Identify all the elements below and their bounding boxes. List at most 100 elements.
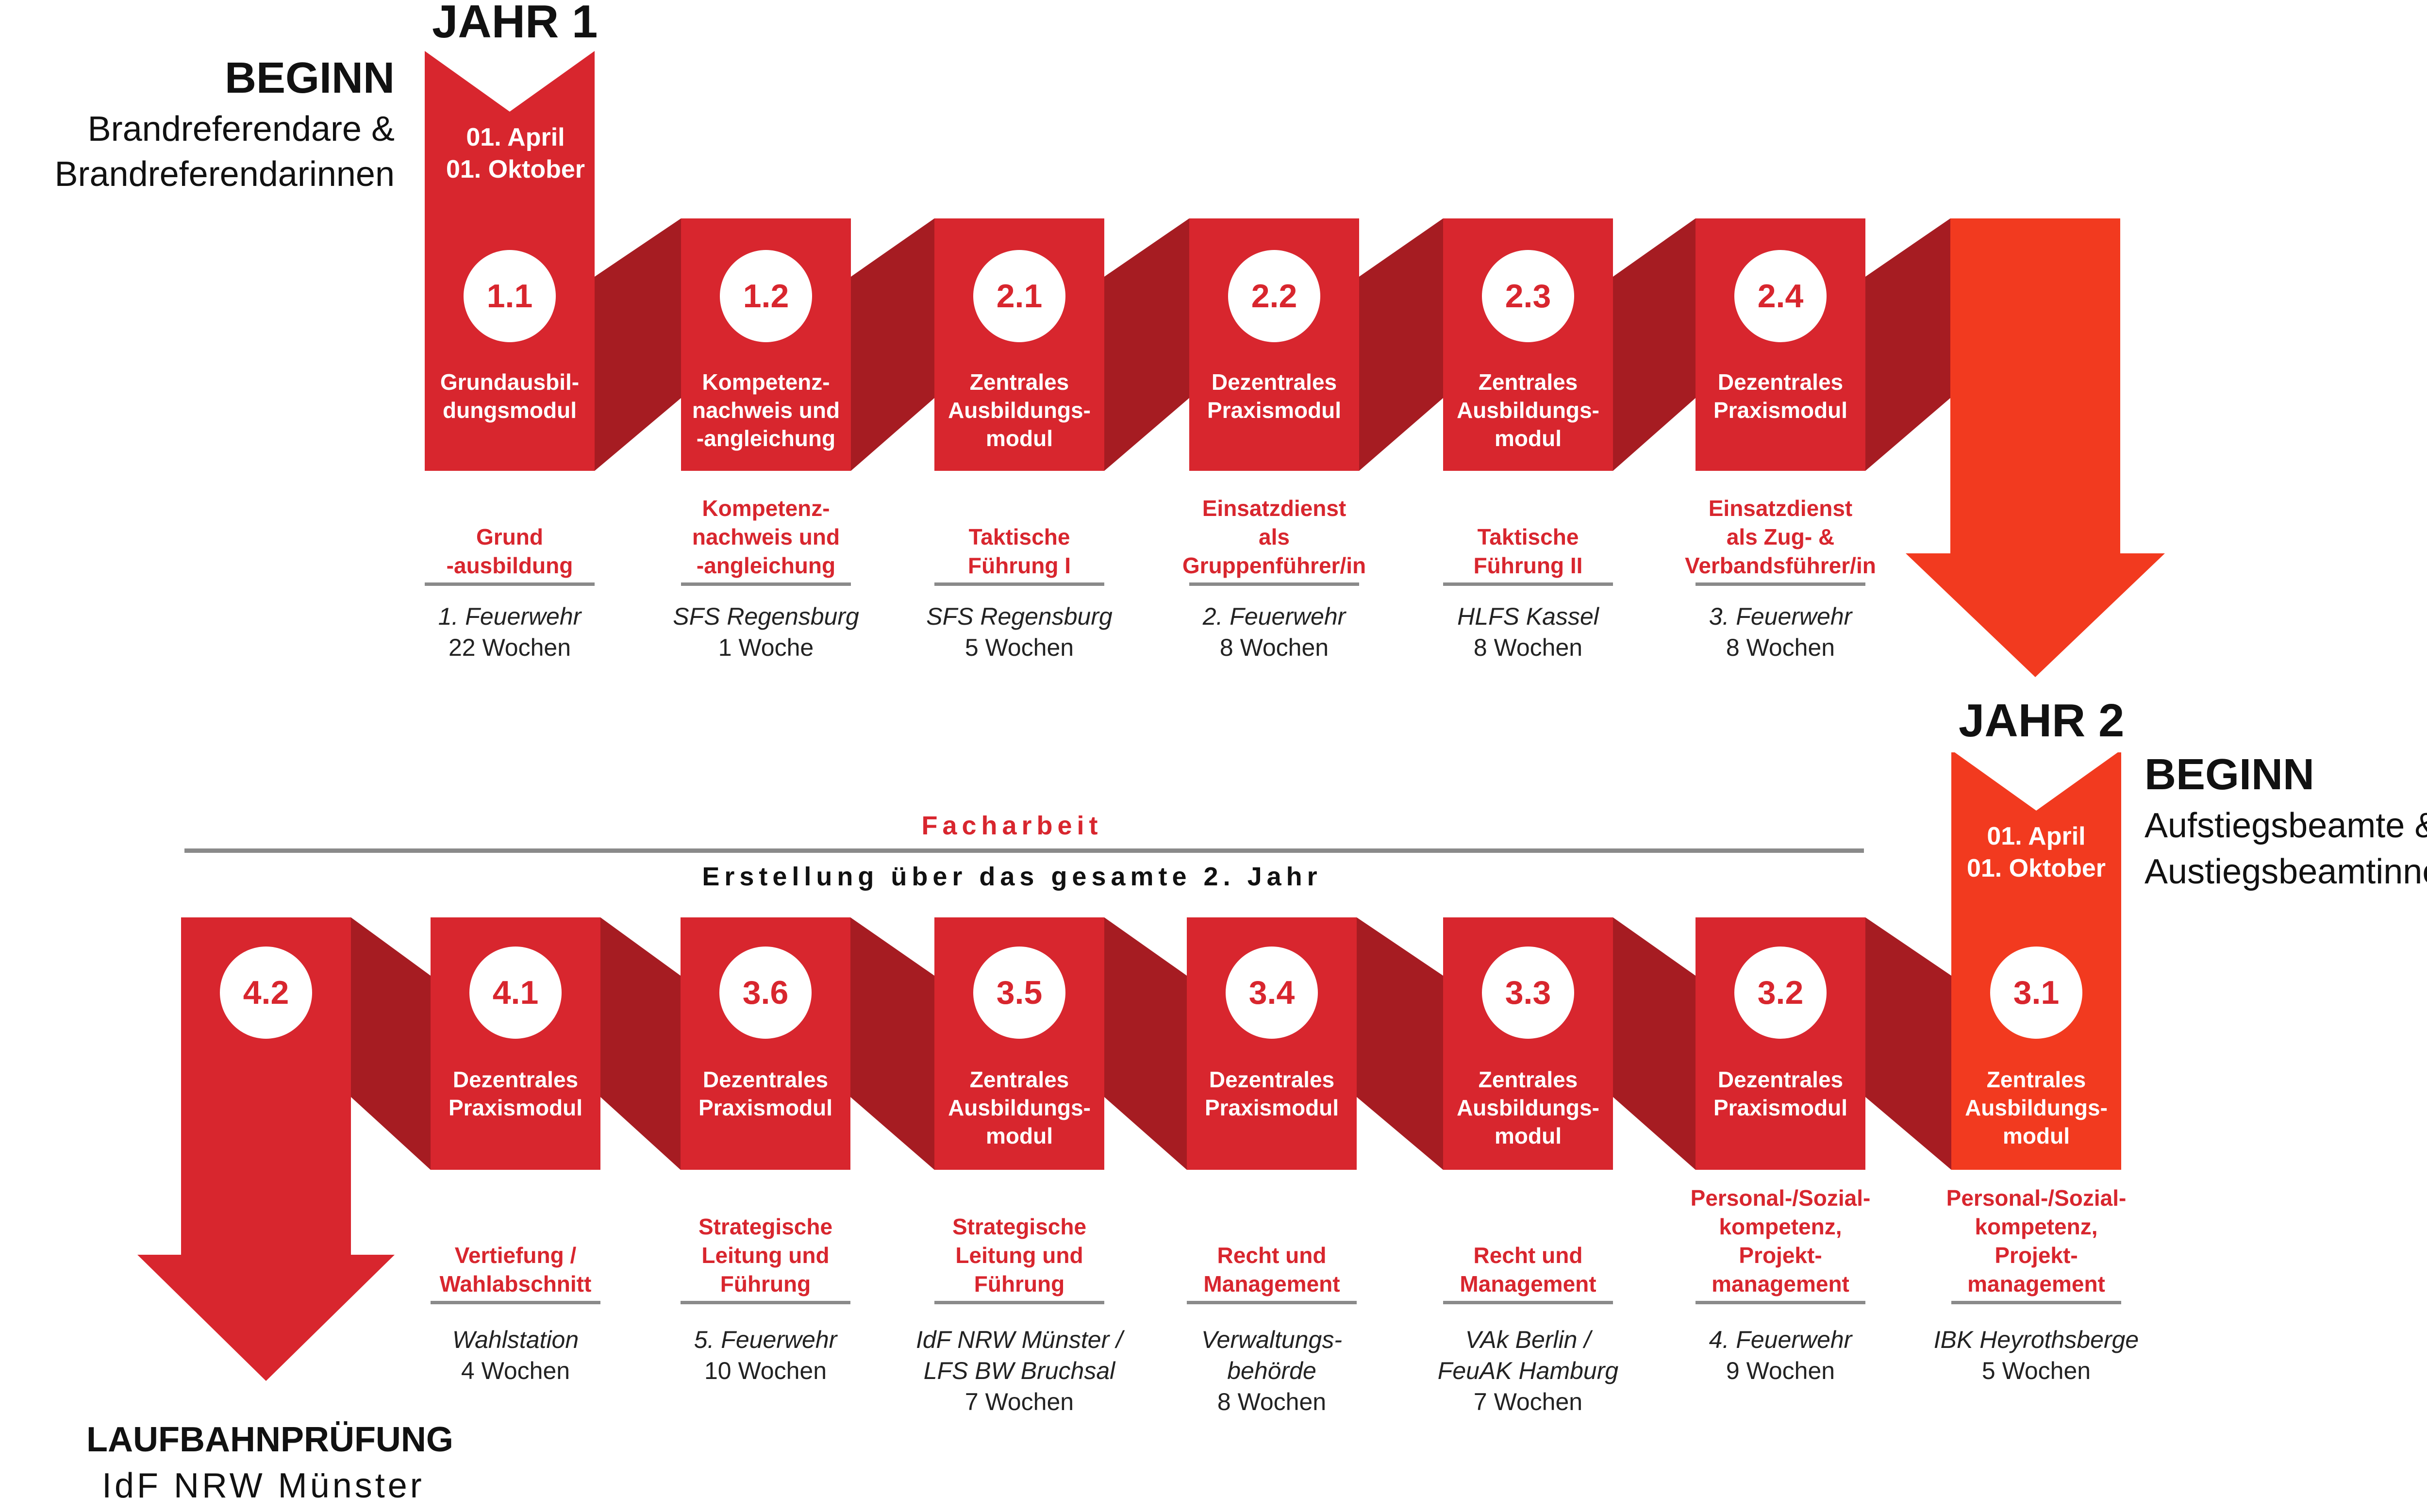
module-divider <box>1696 582 1865 586</box>
module-divider <box>1443 582 1613 586</box>
module-title-line: Ausbildungs- <box>1457 398 1599 423</box>
module-subject-line: kompetenz, <box>1719 1214 1842 1239</box>
module-subject-line: Einsatzdienst <box>1202 496 1346 521</box>
module-number-circle: 2.1 <box>973 250 1065 342</box>
module-title-line: Dezentrales <box>452 1067 579 1092</box>
module-location: 4. Feuerwehr <box>1709 1326 1852 1353</box>
module-number-circle: 3.6 <box>719 947 812 1039</box>
year2-date2: 01. Oktober <box>1966 854 2106 882</box>
module-location: SFS Regensburg <box>673 603 859 630</box>
module-duration: 7 Wochen <box>964 1388 1074 1415</box>
module-number-circle: 4.1 <box>469 947 562 1039</box>
module-title-line: Zentrales <box>969 1067 1069 1092</box>
module-subject-line: management <box>1967 1271 2105 1296</box>
module-location: SFS Regensburg <box>926 603 1113 630</box>
final-exam-title: LAUFBAHNPRÜFUNG <box>86 1420 453 1459</box>
module-title-line: nachweis und <box>692 398 840 423</box>
module-number-circle: 3.2 <box>1734 947 1827 1039</box>
module-subject-line: -angleichung <box>696 553 836 578</box>
module-location: IdF NRW Münster / <box>915 1326 1123 1353</box>
module-subject-line: Recht und <box>1473 1243 1583 1268</box>
year2-date1: 01. April <box>1987 822 2086 850</box>
module-divider <box>1187 1301 1357 1304</box>
module-title-line: Zentrales <box>1478 1067 1578 1092</box>
module-subject-line: Projekt- <box>1739 1243 1822 1268</box>
module-number-circle: 3.4 <box>1226 947 1318 1039</box>
module-subject-line: als <box>1259 524 1290 549</box>
module-subject-line: Management <box>1203 1271 1340 1296</box>
module-duration: 8 Wochen <box>1219 634 1329 661</box>
module-title-line: Dezentrales <box>1211 369 1337 395</box>
ribbon-fold <box>1865 218 1950 471</box>
module-title-line: -angleichung <box>696 426 836 451</box>
module-title-line: Ausbildungs- <box>1965 1095 2108 1120</box>
year1-begin-line1: Brandreferendare & <box>87 110 395 149</box>
facharbeit-title: Facharbeit <box>921 811 1103 840</box>
final-exam-location: IdF NRW Münster <box>102 1466 425 1505</box>
module-duration: 8 Wochen <box>1217 1388 1327 1415</box>
module-duration: 22 Wochen <box>448 634 571 661</box>
module-duration: 1 Woche <box>718 634 814 661</box>
module-subject-line: als Zug- & <box>1726 524 1835 549</box>
module-title-line: Praxismodul <box>698 1095 833 1120</box>
year1-date1: 01. April <box>466 123 565 151</box>
module-subject-line: Vertiefung / <box>454 1243 577 1268</box>
ribbon-fold <box>1865 917 1951 1170</box>
year2-begin-line2: Austiegsbeamtinnen <box>2144 852 2427 891</box>
module-location: 5. Feuerwehr <box>694 1326 837 1353</box>
module-title-line: modul <box>986 426 1053 451</box>
module-number-circle: 3.1 <box>1990 947 2082 1039</box>
module-subject-line: Recht und <box>1217 1243 1327 1268</box>
module-subject-line: Taktische <box>968 524 1070 549</box>
module-number-circle: 4.2 <box>220 947 312 1039</box>
module-subject-line: Führung II <box>1473 553 1583 578</box>
ribbon-fold <box>850 917 934 1170</box>
module-title-line: modul <box>1495 426 1562 451</box>
ribbon-fold <box>1613 917 1696 1170</box>
module-title-line: Ausbildungs- <box>1457 1095 1599 1120</box>
module-location: Wahlstation <box>452 1326 579 1353</box>
module-divider <box>425 582 595 586</box>
module-subject-line: Gruppenführer/in <box>1182 553 1366 578</box>
module-divider <box>1189 582 1359 586</box>
module-title-line: Praxismodul <box>1713 398 1848 423</box>
module-title-line: modul <box>1495 1123 1562 1148</box>
module-number-circle: 2.4 <box>1734 250 1827 342</box>
module-duration: 7 Wochen <box>1473 1388 1583 1415</box>
module-subject-line: Kompetenz- <box>702 496 830 521</box>
module-duration: 10 Wochen <box>704 1357 827 1384</box>
module-title-line: Zentrales <box>969 369 1069 395</box>
ribbon-fold <box>1104 218 1189 471</box>
module-location: IBK Heyrothsberge <box>1933 1326 2139 1353</box>
module-subject-line: Personal-/Sozial- <box>1690 1185 1871 1211</box>
module-title-line: Zentrales <box>1986 1067 2086 1092</box>
module-title-line: Praxismodul <box>1713 1095 1848 1120</box>
module-location: 3. Feuerwehr <box>1709 603 1852 630</box>
module-number-circle: 2.3 <box>1482 250 1574 342</box>
ribbon-fold <box>595 218 681 471</box>
module-title-line: Zentrales <box>1478 369 1578 395</box>
module-subject-line: Taktische <box>1477 524 1579 549</box>
module-subject-line: Strategische <box>952 1214 1087 1239</box>
module-location: Verwaltungs- <box>1201 1326 1342 1353</box>
module-subject-line: -ausbildung <box>446 553 573 578</box>
year2-begin-line1: Aufstiegsbeamte & <box>2144 806 2427 845</box>
module-duration: 5 Wochen <box>1981 1357 2091 1384</box>
transition-arrow <box>1906 218 2165 677</box>
module-location: VAk Berlin / <box>1465 1326 1591 1353</box>
module-subject-line: Grund <box>476 524 543 549</box>
module-subject-line: Projekt- <box>1995 1243 2078 1268</box>
module-subject-line: Personal-/Sozial- <box>1946 1185 2127 1211</box>
module-location: HLFS Kassel <box>1457 603 1599 630</box>
module-duration: 8 Wochen <box>1726 634 1835 661</box>
year2-notch <box>1951 750 2121 811</box>
module-title-line: modul <box>986 1123 1053 1148</box>
module-title-line: Dezentrales <box>1209 1067 1335 1092</box>
module-location: 2. Feuerwehr <box>1202 603 1346 630</box>
ribbon-fold <box>1359 218 1443 471</box>
module-title-line: Praxismodul <box>1207 398 1342 423</box>
module-subject-line: Leitung und <box>955 1243 1083 1268</box>
module-title-line: dungsmodul <box>443 398 577 423</box>
ribbon-fold <box>851 218 934 471</box>
